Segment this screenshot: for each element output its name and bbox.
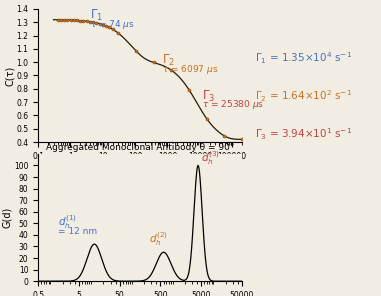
Text: $\Gamma_3$ = 3.94×10$^1$ s$^{-1}$: $\Gamma_3$ = 3.94×10$^1$ s$^{-1}$	[255, 126, 352, 142]
Title: Aggregated Monoclonal Antibody θ = 90°: Aggregated Monoclonal Antibody θ = 90°	[46, 143, 234, 152]
Point	[168, 68, 174, 73]
Point	[80, 19, 86, 23]
Text: $d_h^{(2)}$: $d_h^{(2)}$	[149, 230, 168, 248]
Point	[186, 87, 192, 92]
Point	[133, 49, 139, 53]
Point	[83, 19, 90, 24]
Point	[221, 133, 227, 138]
Text: $\Gamma_2$: $\Gamma_2$	[162, 53, 176, 68]
Point	[87, 19, 93, 24]
Y-axis label: G(d): G(d)	[3, 207, 13, 228]
Point	[103, 24, 109, 28]
Point	[77, 18, 83, 23]
Text: $\Gamma_2$ = 1.64×10$^2$ s$^{-1}$: $\Gamma_2$ = 1.64×10$^2$ s$^{-1}$	[255, 88, 352, 104]
Point	[150, 60, 157, 65]
Point	[115, 31, 121, 36]
X-axis label: τ[μs]: τ[μs]	[128, 166, 152, 176]
Point	[96, 21, 102, 26]
Point	[58, 17, 64, 22]
Text: $d_h^{(3)}$: $d_h^{(3)}$	[201, 149, 220, 167]
Point	[71, 18, 77, 22]
Point	[61, 17, 67, 22]
Point	[203, 116, 210, 121]
Point	[100, 22, 106, 27]
Point	[106, 25, 112, 30]
Text: $d_h^{(1)}$: $d_h^{(1)}$	[58, 213, 77, 231]
Text: $\Gamma_1$ = 1.35×10$^4$ s$^{-1}$: $\Gamma_1$ = 1.35×10$^4$ s$^{-1}$	[255, 50, 352, 66]
Point	[74, 18, 80, 23]
Text: $\tau$ = 74 $\mu$s: $\tau$ = 74 $\mu$s	[90, 18, 135, 31]
Point	[67, 18, 74, 22]
Text: $\Gamma_1$: $\Gamma_1$	[90, 8, 103, 23]
Point	[109, 27, 115, 32]
Text: $\tau$ = 25380 $\mu$s: $\tau$ = 25380 $\mu$s	[202, 99, 264, 112]
Point	[239, 137, 245, 142]
Text: $\Gamma_3$: $\Gamma_3$	[202, 89, 216, 104]
Point	[93, 20, 99, 25]
Text: = 12 nm: = 12 nm	[58, 227, 97, 236]
Point	[54, 17, 61, 22]
Text: $\tau$ = 6097 $\mu$s: $\tau$ = 6097 $\mu$s	[162, 63, 219, 76]
Point	[90, 20, 96, 25]
Y-axis label: C(τ): C(τ)	[5, 65, 15, 86]
Point	[64, 17, 70, 22]
